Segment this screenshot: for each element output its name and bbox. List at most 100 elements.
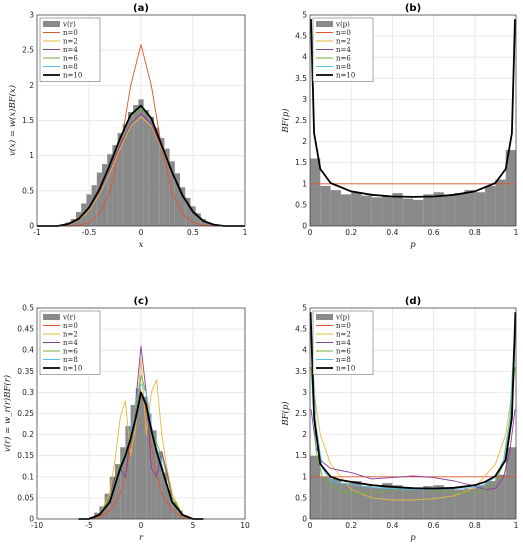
histogram-bar	[96, 172, 102, 226]
x-tick-label: -0.5	[82, 228, 97, 237]
series-line-n-4	[310, 409, 516, 490]
series-line-n-10	[37, 104, 245, 227]
x-tick-label: 1	[243, 228, 248, 237]
histogram-bar	[135, 388, 141, 519]
y-axis-label: BF(p)	[280, 108, 291, 133]
histogram-bar	[371, 487, 383, 519]
histogram-bar	[141, 396, 147, 519]
histogram-bar	[423, 486, 434, 519]
histogram-bar	[320, 185, 331, 226]
histogram-bar	[485, 481, 496, 519]
histogram-bar	[443, 487, 455, 519]
histogram-bar	[340, 194, 352, 226]
y-tick-label: 3	[29, 11, 34, 20]
y-tick-label: 4	[302, 53, 307, 62]
x-tick-label: 0.8	[469, 521, 481, 530]
legend-label: n=2	[63, 331, 78, 339]
histogram-bar	[102, 164, 108, 226]
histogram-bar	[164, 148, 170, 226]
legend-label: v(r)	[62, 314, 76, 322]
y-tick-label: 3.5	[295, 74, 307, 83]
histogram-bar	[423, 194, 434, 226]
axes-frame	[309, 14, 517, 227]
histogram-bar	[190, 206, 196, 226]
x-tick-label: 0.6	[428, 521, 440, 530]
histogram-bar	[474, 192, 486, 226]
chart-panel-3: -10 -5 0 5 10 0 0.05 0.1 0.15 0.2 0.25 0.3 0.35 0.4 0.…	[2, 296, 250, 543]
x-tick-label: 0.2	[345, 228, 357, 237]
histogram-bar	[185, 197, 191, 226]
histogram-bar	[154, 127, 160, 226]
y-tick-label: 2	[302, 137, 307, 146]
histogram-bar	[320, 476, 331, 519]
histogram-bar	[340, 483, 352, 519]
y-tick-label: 0.35	[17, 367, 34, 376]
histogram-bar	[125, 426, 131, 519]
legend-label: n=6	[63, 348, 78, 356]
legend-label: n=10	[63, 365, 82, 373]
y-axis-label: BF(p)	[280, 401, 291, 426]
chart-title: (c)	[133, 296, 148, 307]
histogram-bar	[464, 190, 475, 226]
x-tick-label: 1	[514, 228, 519, 237]
y-tick-label: 0.05	[17, 493, 34, 502]
x-tick-label: 0.8	[469, 228, 481, 237]
series-line-n-10	[309, 312, 517, 490]
histogram-bar	[146, 413, 152, 519]
axes-frame	[36, 307, 246, 520]
x-tick-label: 0.4	[386, 521, 398, 530]
axes-frame	[36, 14, 246, 227]
y-tick-label: 0.1	[22, 472, 34, 481]
y-tick-label: 1.5	[295, 158, 307, 167]
histogram-bar	[174, 173, 180, 226]
legend-label: n=6	[336, 55, 351, 63]
y-tick-label: 4.5	[295, 32, 307, 41]
histogram-bar	[115, 464, 121, 519]
legend-label: n=10	[63, 72, 82, 80]
x-tick-label: 1	[514, 521, 519, 530]
y-tick-label: 0.5	[295, 200, 307, 209]
y-tick-label: 0.45	[17, 325, 34, 334]
histogram-bar	[351, 481, 362, 519]
legend-label: n=8	[336, 356, 351, 364]
chart-title: (a)	[133, 3, 149, 14]
x-tick-label: 0.4	[386, 228, 398, 237]
chart-panel-4: 0 0.2 0.4 0.6 0.8 1 0 0.5 1 1.5 2 2.5 3 3.5 4 4.5 5 (d) p B…	[280, 296, 519, 543]
x-axis-label: x	[139, 240, 144, 250]
x-tick-label: 0.2	[345, 521, 357, 530]
x-tick-label: 0	[139, 521, 144, 530]
y-tick-label: 2.5	[295, 409, 307, 418]
y-tick-label: 1	[302, 472, 307, 481]
y-tick-label: 2.5	[295, 116, 307, 125]
histogram-bar	[117, 133, 123, 226]
histogram-bar	[161, 472, 167, 519]
histogram-bar	[485, 185, 496, 226]
y-tick-label: 1	[29, 151, 34, 160]
y-axis-label: v(x) = w(x)BF(x)	[7, 85, 18, 156]
legend-label: v(p)	[335, 314, 350, 322]
chart-panel-2: 0 0.2 0.4 0.6 0.8 1 0 0.5 1 1.5 2 2.5 3 3.5 4 4.5 5 (b) p B…	[280, 3, 519, 250]
series-line-n-2	[310, 341, 516, 501]
histogram-bar	[464, 488, 475, 519]
legend-label: n=8	[63, 356, 78, 364]
legend-label: n=4	[336, 46, 351, 54]
histogram-bar	[505, 447, 516, 519]
legend-label: v(r)	[62, 21, 76, 29]
y-tick-label: 0.5	[22, 304, 34, 313]
legend-label: v(p)	[335, 21, 350, 29]
histogram-bar	[402, 198, 413, 226]
histogram-bar	[413, 199, 424, 226]
legend-label: n=0	[336, 322, 351, 330]
legend-label: n=6	[336, 348, 351, 356]
legend-label: n=10	[336, 365, 355, 373]
histogram-bar	[177, 510, 183, 519]
histogram-bar	[454, 489, 465, 519]
histogram-bar	[454, 193, 465, 226]
y-tick-label: 2	[29, 81, 34, 90]
histogram-bar	[107, 154, 113, 226]
legend-label: n=2	[336, 38, 351, 46]
histogram-bar	[474, 485, 486, 519]
histogram-bar	[382, 196, 393, 226]
histogram-bar	[109, 476, 115, 519]
histogram-bar	[505, 150, 516, 226]
